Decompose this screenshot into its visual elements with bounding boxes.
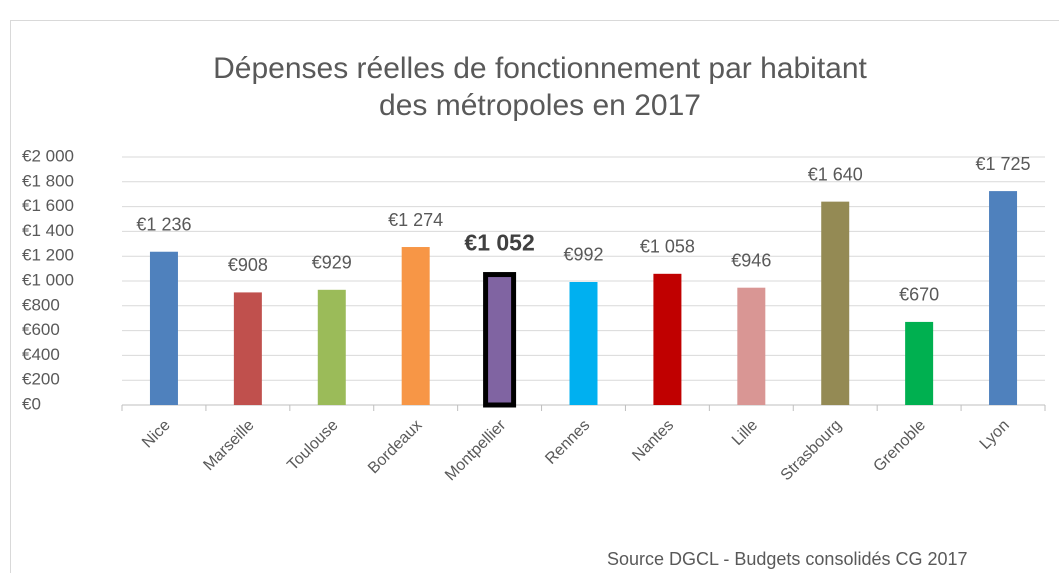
bar <box>483 272 517 408</box>
bar <box>653 273 682 405</box>
bar <box>149 251 178 405</box>
chart-title: Dépenses réelles de fonctionnement par h… <box>213 52 867 85</box>
y-tick-label: €0 <box>22 394 41 413</box>
bar <box>401 247 430 405</box>
chart-frame <box>10 20 1059 573</box>
y-tick-label: €1 200 <box>22 246 74 265</box>
data-label: €1 052 <box>464 230 534 256</box>
bar <box>569 281 598 405</box>
data-label: €908 <box>228 255 268 275</box>
data-label: €670 <box>899 285 939 305</box>
y-tick-label: €1 400 <box>22 221 74 240</box>
y-tick-label: €1 800 <box>22 171 74 190</box>
data-label: €1 725 <box>976 154 1031 174</box>
data-label: €929 <box>312 253 352 273</box>
y-tick-label: €600 <box>22 320 60 339</box>
y-tick-label: €200 <box>22 370 60 389</box>
source-note: Source DGCL - Budgets consolidés CG 2017 <box>607 549 968 569</box>
data-label: €1 058 <box>640 237 695 257</box>
y-tick-label: €1 000 <box>22 270 74 289</box>
data-label: €1 274 <box>388 210 443 230</box>
y-tick-label: €800 <box>22 295 60 314</box>
y-tick-label: €400 <box>22 345 60 364</box>
data-label: €1 236 <box>136 214 191 234</box>
chart-title: des métropoles en 2017 <box>379 89 701 122</box>
bar <box>821 201 850 405</box>
bar <box>989 191 1018 405</box>
bar <box>737 287 766 405</box>
bar <box>905 321 934 405</box>
bar <box>317 289 346 405</box>
y-tick-label: €1 600 <box>22 196 74 215</box>
data-label: €1 640 <box>808 164 863 184</box>
data-label: €992 <box>563 245 603 265</box>
bar <box>233 292 262 405</box>
data-label: €946 <box>731 250 771 270</box>
y-tick-label: €2 000 <box>22 146 74 165</box>
